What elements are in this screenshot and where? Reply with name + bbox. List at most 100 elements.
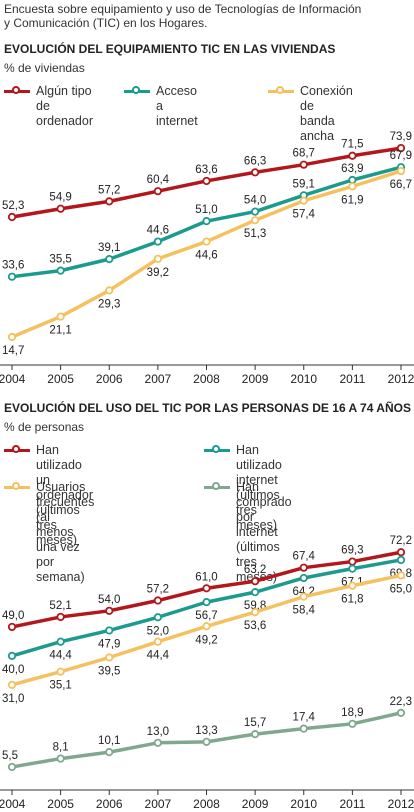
chart1-series-3-point — [7, 332, 17, 342]
chart1-series-1-point — [153, 187, 162, 196]
chart2-series-1-point — [299, 563, 308, 572]
chart2-series-2-point — [348, 564, 357, 573]
chart1-series-1-data-label: 57,2 — [98, 184, 120, 196]
chart2-series-1-data-label: 49,0 — [2, 610, 24, 622]
chart2-series-1-data-label: 72,2 — [390, 535, 412, 547]
legend-swatch — [204, 482, 230, 490]
chart2-series-1-point — [56, 612, 65, 622]
chart1-series-3-point — [105, 286, 114, 295]
chart2-series-2-point — [299, 573, 308, 583]
chart1-series-2-point — [56, 266, 65, 275]
chart2-series-2-data-label: 47,9 — [98, 638, 120, 650]
chart2-x-tick-label: 2006 — [96, 797, 123, 811]
chart2-x-tick-label: 2009 — [242, 797, 269, 811]
chart2-series-2-point — [105, 626, 114, 635]
legend-label: Usuarios frecuentes (al menos una vez po… — [36, 480, 95, 584]
chart2-series-3-data-label: 53,6 — [244, 620, 266, 632]
chart1-series-2-point — [348, 175, 357, 185]
legend-swatch — [4, 482, 30, 490]
chart1-series-1-point — [348, 151, 357, 160]
chart2-series-2-point — [202, 598, 211, 607]
chart2-x-tick-label: 2010 — [290, 797, 317, 811]
chart2-series-3-point — [56, 667, 65, 676]
chart2-series-4-point — [56, 754, 65, 763]
chart2-series-1-data-label: 52,1 — [49, 600, 71, 612]
chart2-series-3-point — [153, 637, 162, 646]
chart2-series-4-point — [396, 708, 406, 717]
chart1-series-3-point — [299, 196, 308, 205]
chart2-series-4-data-label: 13,0 — [147, 726, 169, 738]
chart1-x-tick-label: 2012 — [388, 372, 414, 386]
chart1-series-1-data-label: 66,3 — [244, 155, 266, 167]
chart1-series-3-data-label: 61,9 — [341, 194, 363, 206]
chart2-series-2-data-label: 52,0 — [147, 625, 169, 637]
chart1-series-3-data-label: 29,3 — [98, 298, 120, 310]
chart2-series-4-point — [348, 719, 357, 728]
chart2-series-4-point — [202, 737, 211, 746]
chart2-series-1-point — [396, 548, 406, 557]
chart2-x-tick-label: 2007 — [145, 797, 172, 811]
legend-swatch — [4, 445, 30, 453]
chart2-series-3-data-label: 31,0 — [2, 693, 24, 705]
chart2-series-3-data-label: 58,4 — [293, 605, 316, 617]
legend-label: Han comprado por internet (últimos tres … — [236, 480, 292, 584]
chart1-series-3-data-label: 44,6 — [195, 250, 217, 262]
chart2-series-2-data-label: 44,4 — [49, 650, 72, 662]
legend-swatch — [204, 445, 230, 453]
chart1-series-2-data-label: 39,1 — [98, 242, 120, 254]
chart1-series-1-point — [202, 176, 211, 186]
chart2-series-1-data-label: 67,4 — [293, 551, 316, 563]
chart2-series-4-data-label: 10,1 — [98, 735, 120, 747]
chart2-series-3-point — [7, 680, 17, 689]
chart1-x-tick-label: 2004 — [0, 372, 26, 386]
chart2-series-4-data-label: 5,5 — [2, 750, 18, 762]
chart2-series-2-point — [153, 613, 162, 622]
chart1-series-1-point — [7, 212, 17, 222]
chart1-series-3-data-label: 66,7 — [390, 179, 412, 191]
chart2-series-4-data-label: 22,3 — [390, 696, 412, 708]
chart1-series-2-data-label: 67,9 — [390, 150, 412, 162]
chart2-series-1-data-label: 69,3 — [341, 545, 363, 557]
chart1-series-2-data-label: 63,9 — [341, 163, 363, 175]
chart2-series-3-data-label: 35,1 — [49, 680, 71, 692]
chart2-series-3-point — [299, 592, 308, 601]
chart2-x-tick-label: 2005 — [47, 797, 74, 811]
legend-swatch — [124, 86, 150, 94]
chart2-series-3-data-label: 39,5 — [98, 666, 120, 678]
chart1-series-2-data-label: 33,6 — [2, 260, 24, 272]
chart1-series-3-data-label: 39,2 — [147, 267, 169, 279]
chart1-x-tick-label: 2010 — [290, 372, 317, 386]
chart2-series-3-point — [251, 608, 260, 617]
chart1-series-1-data-label: 68,7 — [293, 148, 315, 160]
chart2-series-1-data-label: 63,2 — [244, 564, 266, 576]
chart1-series-1-point — [251, 168, 260, 177]
chart2-series-3-point — [105, 653, 114, 662]
chart2-series-4-data-label: 17,4 — [293, 712, 316, 724]
chart1-series-1-data-label: 60,4 — [147, 174, 170, 186]
chart1-unit: % de viviendas — [4, 61, 85, 75]
chart1-series-2-data-label: 35,5 — [49, 254, 71, 266]
chart2-series-4-data-label: 18,9 — [341, 707, 363, 719]
chart2-x-tick-label: 2012 — [388, 797, 414, 811]
chart1-series-2-data-label: 51,0 — [195, 204, 217, 216]
chart1-series-3-data-label: 57,4 — [293, 209, 316, 221]
chart1-series-3-point — [153, 254, 162, 263]
chart1-series-2-point — [202, 217, 211, 226]
chart2-series-4-point — [105, 748, 114, 757]
chart2-series-1-point — [348, 557, 357, 566]
chart1-series-2-point — [105, 255, 114, 264]
chart1-x-tick-label: 2007 — [145, 372, 172, 386]
chart2-series-2-point — [396, 555, 406, 565]
chart1-series-1-point — [299, 160, 308, 169]
chart2-series-1-point — [7, 622, 17, 632]
chart2-series-1-data-label: 61,0 — [195, 571, 217, 583]
chart1-series-2-data-label: 54,0 — [244, 195, 266, 207]
chart1-x-tick-label: 2009 — [242, 372, 269, 386]
chart2-series-4-point — [251, 730, 260, 739]
chart2-series-1-point — [105, 606, 114, 615]
chart2-title: EVOLUCIÓN DEL USO DEL TIC POR LAS PERSON… — [4, 401, 411, 415]
chart1-x-tick-label: 2011 — [339, 372, 365, 386]
chart2-series-1-data-label: 54,0 — [98, 594, 120, 606]
chart2-series-4-point — [7, 762, 17, 772]
